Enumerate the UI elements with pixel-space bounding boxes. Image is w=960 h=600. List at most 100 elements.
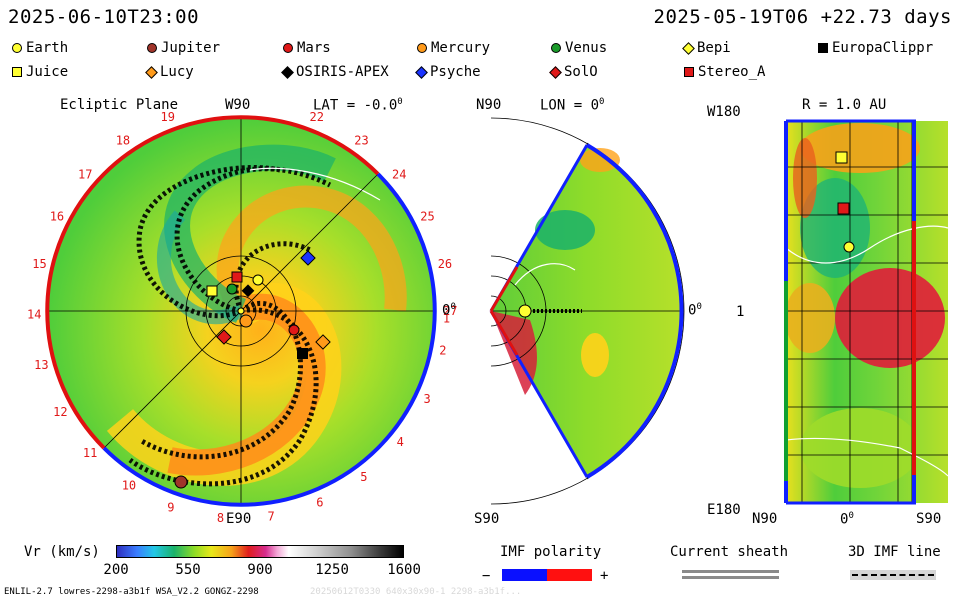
imf-line-5 bbox=[233, 241, 312, 312]
current-sheath-swatch-2 bbox=[682, 576, 779, 579]
imf-line-2 bbox=[128, 307, 319, 487]
spiral-band-orange-2 bbox=[216, 185, 407, 318]
lon-text: LON = 0 bbox=[540, 97, 600, 114]
ecliptic-bottom-label: E90 bbox=[226, 511, 252, 527]
meridional-green-patch bbox=[535, 210, 595, 250]
legend-label: Juice bbox=[26, 64, 69, 80]
rotation-number: 12 bbox=[53, 405, 67, 419]
ecliptic-plot: 2021222324252627191817161514131211109876… bbox=[27, 110, 457, 525]
meridional-plot bbox=[489, 117, 685, 505]
map-lower-green bbox=[800, 408, 920, 488]
rotation-number: 20 bbox=[210, 110, 224, 112]
lat-text: LAT = -0.0 bbox=[313, 97, 398, 114]
map-top-left: W180 bbox=[707, 104, 741, 120]
legend-item-lucy: Lucy bbox=[145, 64, 194, 80]
meridional-earth-marker bbox=[518, 304, 532, 318]
legend-diamond-marker-icon bbox=[145, 65, 158, 79]
meridional-boundary-blue bbox=[585, 143, 684, 479]
legend-label: Mercury bbox=[431, 40, 491, 56]
legend-diamond-marker-icon bbox=[549, 65, 562, 79]
legend-circle-marker-icon bbox=[12, 43, 22, 53]
juice-marker bbox=[206, 285, 218, 297]
rotation-number: 5 bbox=[360, 470, 367, 484]
legend-item-psyche: Psyche bbox=[415, 64, 481, 80]
rotation-numbers: 2021222324252627191817161514131211109876… bbox=[27, 110, 457, 525]
map-earth-marker bbox=[843, 241, 855, 253]
rotation-number: 8 bbox=[217, 511, 224, 525]
stereo-a-marker bbox=[231, 271, 243, 283]
legend-label: Venus bbox=[565, 40, 608, 56]
rotation-number: 2 bbox=[439, 344, 446, 358]
map-green-patch bbox=[800, 178, 870, 278]
meridional-sheath bbox=[514, 263, 576, 286]
imf-line-4 bbox=[136, 165, 281, 319]
rotation-number: 16 bbox=[50, 210, 64, 224]
earth-marker bbox=[252, 274, 264, 286]
legend-diamond-marker-icon bbox=[415, 65, 428, 79]
legend-item-earth: Earth bbox=[12, 40, 68, 56]
map-x-mid-text: 0 bbox=[840, 511, 849, 528]
imf-positive-swatch bbox=[547, 569, 592, 581]
lat-label: LAT = -0.00 bbox=[313, 97, 403, 114]
mars-marker bbox=[288, 324, 300, 336]
imf-negative-swatch bbox=[502, 569, 547, 581]
imf-3d-swatch bbox=[852, 574, 934, 576]
legend-label: Psyche bbox=[430, 64, 481, 80]
map-title: R = 1.0 AU bbox=[802, 97, 887, 113]
colorbar-tick-label: 200 bbox=[103, 562, 129, 578]
imf-minus: − bbox=[482, 568, 491, 584]
rotation-number: 19 bbox=[161, 110, 175, 124]
colorbar-tick-label: 1600 bbox=[387, 562, 421, 578]
ecliptic-ring-1 bbox=[185, 255, 297, 367]
colorbar-tick-label: 900 bbox=[247, 562, 273, 578]
legend-label: OSIRIS-APEX bbox=[296, 64, 389, 80]
rotation-number: 6 bbox=[316, 496, 323, 510]
footer-faint-info: 20250612T0330 640x30x90-1 2298-a3b1f... bbox=[310, 587, 522, 597]
ecliptic-right-label: 00 bbox=[442, 302, 456, 319]
boundary-arc-red bbox=[45, 115, 380, 450]
map-sheath-lower bbox=[785, 437, 949, 477]
legend-label: Earth bbox=[26, 40, 69, 56]
map-bottom-left: E180 bbox=[707, 502, 741, 518]
legend-item-solo: SolO bbox=[549, 64, 598, 80]
legend-label: Bepi bbox=[697, 40, 731, 56]
rotation-number: 13 bbox=[34, 358, 48, 372]
rotation-number: 27 bbox=[443, 304, 457, 318]
legend-item-bepi: Bepi bbox=[682, 40, 731, 56]
legend-label: SolO bbox=[564, 64, 598, 80]
imf-polarity-label: IMF polarity bbox=[500, 544, 602, 560]
legend-item-stereo-a: Stereo_A bbox=[684, 64, 765, 80]
rotation-number: 22 bbox=[310, 110, 324, 124]
rotation-number: 17 bbox=[78, 168, 92, 182]
rotation-number: 1 bbox=[443, 311, 450, 325]
map-left-blue-bottom bbox=[784, 481, 788, 503]
legend-label: EuropaClippr bbox=[832, 40, 934, 56]
legend-item-venus: Venus bbox=[551, 40, 607, 56]
map-left-green bbox=[784, 281, 788, 481]
boundary-arc-blue bbox=[102, 172, 437, 507]
map-right-blue-bottom bbox=[912, 475, 916, 503]
ecliptic-top-label: W90 bbox=[225, 97, 251, 113]
map-x-left: N90 bbox=[752, 511, 778, 527]
map-orange-top bbox=[800, 123, 920, 173]
legend-item-jupiter: Jupiter bbox=[147, 40, 220, 56]
legend-item-mercury: Mercury bbox=[417, 40, 490, 56]
map-right-red bbox=[912, 221, 916, 475]
lat-deg: 0 bbox=[397, 97, 403, 107]
rotation-number: 7 bbox=[268, 509, 275, 523]
meridional-yellow-patch bbox=[581, 333, 609, 377]
rotation-number: 25 bbox=[420, 210, 434, 224]
legend-item-europaclippr: EuropaClippr bbox=[818, 40, 933, 56]
velocity-colorbar bbox=[116, 545, 404, 558]
meridional-bottom-label: S90 bbox=[474, 511, 500, 527]
venus-marker bbox=[226, 283, 238, 295]
ecliptic-title: Ecliptic Plane bbox=[60, 97, 179, 113]
map-left-blue bbox=[784, 121, 788, 281]
map-x-mid: 00 bbox=[840, 511, 854, 528]
rotation-number: 26 bbox=[438, 257, 452, 271]
map-sheath-upper bbox=[785, 225, 949, 264]
legend-label: Stereo_A bbox=[698, 64, 766, 80]
imf-3d-label: 3D IMF line bbox=[848, 544, 941, 560]
colorbar-label: Vr (km/s) bbox=[24, 544, 100, 560]
mercury-marker bbox=[239, 314, 253, 328]
